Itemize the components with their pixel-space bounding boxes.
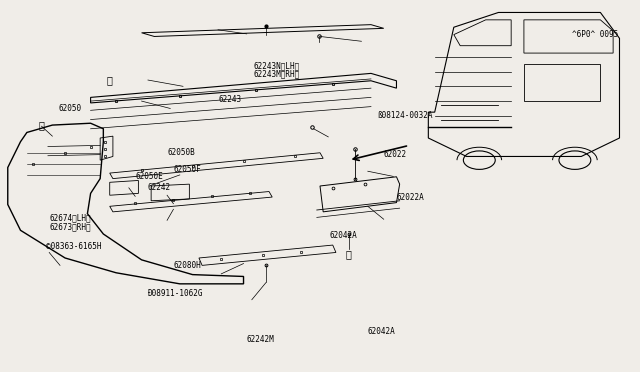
Text: 62042A: 62042A xyxy=(330,231,357,240)
Text: 62042A: 62042A xyxy=(368,327,396,336)
Text: 62243: 62243 xyxy=(218,95,241,104)
Text: 62050E: 62050E xyxy=(135,172,163,181)
Text: 62243M〈RH〉: 62243M〈RH〉 xyxy=(253,69,300,78)
Text: Ð08911-1062G: Ð08911-1062G xyxy=(148,289,204,298)
Text: 62080H: 62080H xyxy=(173,261,201,270)
Text: 62243N〈LH〉: 62243N〈LH〉 xyxy=(253,61,300,71)
Text: ^6P0^ 0095: ^6P0^ 0095 xyxy=(572,30,618,39)
Text: ß08124-0032A: ß08124-0032A xyxy=(378,111,433,121)
Text: Ⓑ: Ⓑ xyxy=(346,249,351,259)
Text: 62050B: 62050B xyxy=(167,148,195,157)
Text: 62242: 62242 xyxy=(148,183,171,192)
Text: 62674〈LH〉: 62674〈LH〉 xyxy=(49,213,91,222)
Text: 62022: 62022 xyxy=(384,150,407,159)
Text: 62673〈RH〉: 62673〈RH〉 xyxy=(49,222,91,231)
Text: Ⓢ: Ⓢ xyxy=(38,120,44,130)
Text: 62242M: 62242M xyxy=(246,335,275,344)
Text: 62050: 62050 xyxy=(59,104,82,113)
Text: ©08363-6165H: ©08363-6165H xyxy=(46,243,102,251)
Text: Ⓝ: Ⓝ xyxy=(107,75,113,85)
Text: 62050F: 62050F xyxy=(173,165,201,174)
Text: 62022A: 62022A xyxy=(396,193,424,202)
